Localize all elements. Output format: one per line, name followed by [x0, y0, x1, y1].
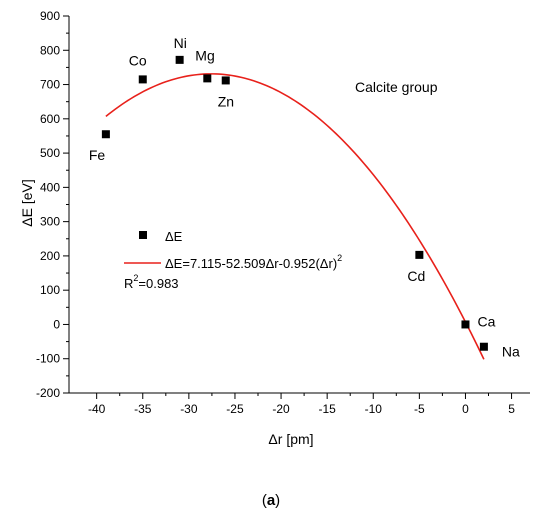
- point-label-zn: Zn: [218, 93, 234, 109]
- x-tick-label: -20: [272, 402, 290, 416]
- y-tick-label: 700: [40, 78, 60, 92]
- fit-curve-layer: [105, 73, 485, 360]
- point-label-co: Co: [129, 52, 147, 68]
- data-point-co: [138, 75, 147, 84]
- y-tick-label: 600: [40, 112, 60, 126]
- data-point-cd: [415, 250, 424, 259]
- x-tick-label: -15: [318, 402, 336, 416]
- point-label-na: Na: [502, 344, 520, 360]
- legend-fit-label: ΔE=7.115-52.509Δr-0.952(Δr)2: [165, 253, 342, 271]
- y-tick-label: 500: [40, 146, 60, 160]
- y-tick-label: 100: [40, 283, 60, 297]
- x-tick-label: 0: [462, 402, 469, 416]
- x-tick-label: -35: [134, 402, 152, 416]
- figure-caption: (a): [262, 492, 280, 509]
- x-tick-label: -5: [414, 402, 425, 416]
- x-tick-label: -10: [365, 402, 383, 416]
- legend: ΔE ΔE=7.115-52.509Δr-0.952(Δr)2 R2=0.983: [124, 229, 342, 291]
- point-label-fe: Fe: [89, 147, 106, 163]
- data-point-mg: [203, 74, 212, 83]
- legend-marker: [139, 231, 147, 239]
- point-label-mg: Mg: [195, 47, 214, 63]
- legend-marker-label: ΔE: [165, 229, 183, 244]
- data-point-fe: [101, 130, 110, 139]
- data-point-na: [479, 342, 488, 351]
- point-label-ca: Ca: [477, 313, 495, 329]
- data-point-ni: [175, 55, 184, 64]
- data-points-layer: Fe Co Ni Mg Zn Cd Ca Na: [89, 35, 520, 360]
- y-tick-label: -100: [36, 352, 60, 366]
- point-label-ni: Ni: [174, 35, 187, 51]
- x-axis-title: Δr [pm]: [268, 431, 313, 447]
- y-axis-title: ΔE [eV]: [19, 179, 35, 226]
- point-label-cd: Cd: [407, 268, 425, 284]
- x-axis: -40 -35 -30 -25 -20 -15 -10 -5 0 5: [69, 392, 530, 416]
- x-tick-label: -30: [180, 402, 198, 416]
- y-tick-label: -200: [36, 386, 60, 400]
- y-tick-label: 300: [40, 215, 60, 229]
- legend-r2: R2=0.983: [124, 273, 179, 291]
- y-tick-label: 900: [40, 9, 60, 23]
- y-tick-label: 400: [40, 180, 60, 194]
- x-tick-label: -40: [88, 402, 106, 416]
- x-tick-label: -25: [226, 402, 244, 416]
- y-axis: -200 -100 0 100 200 300 400 500 600 700 800 900: [36, 9, 70, 400]
- fit-curve: [105, 73, 485, 360]
- annotation-calcite-group: Calcite group: [355, 79, 438, 95]
- y-tick-label: 800: [40, 43, 60, 57]
- y-tick-label: 200: [40, 249, 60, 263]
- data-point-zn: [221, 76, 230, 85]
- data-point-ca: [461, 320, 470, 329]
- y-tick-label: 0: [53, 317, 60, 331]
- x-tick-label: 5: [508, 402, 515, 416]
